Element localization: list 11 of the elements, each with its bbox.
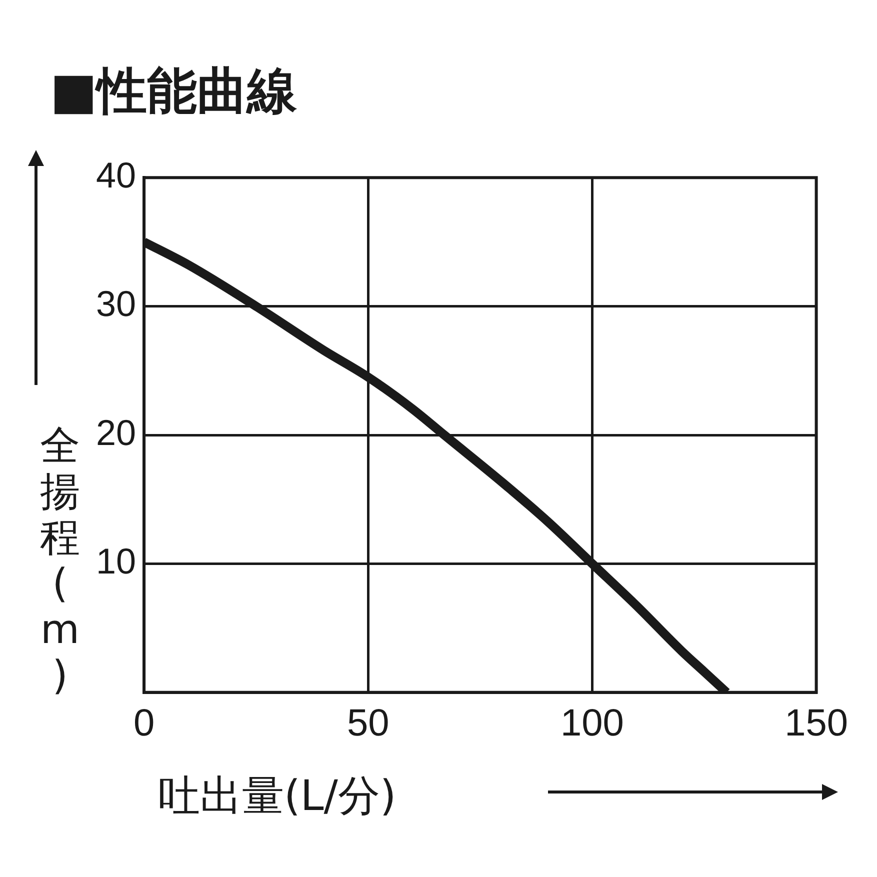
x-tick-label: 150 <box>784 702 848 745</box>
y-axis-title: 全揚程(m) <box>39 423 81 699</box>
y-tick-label: 40 <box>96 154 136 196</box>
x-axis-title: 吐出量(L/分) <box>158 770 396 822</box>
x-tick-label: 100 <box>560 702 624 745</box>
y-tick-label: 30 <box>96 283 136 324</box>
chart-title: ■性能曲線 <box>50 61 298 122</box>
x-tick-label: 50 <box>346 702 390 745</box>
y-tick-label: 20 <box>96 412 136 453</box>
y-tick-label: 10 <box>96 540 136 582</box>
x-tick-label: 0 <box>133 702 155 745</box>
